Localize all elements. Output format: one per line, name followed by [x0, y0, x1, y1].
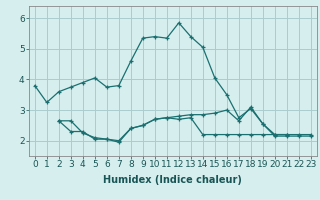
- X-axis label: Humidex (Indice chaleur): Humidex (Indice chaleur): [103, 175, 242, 185]
